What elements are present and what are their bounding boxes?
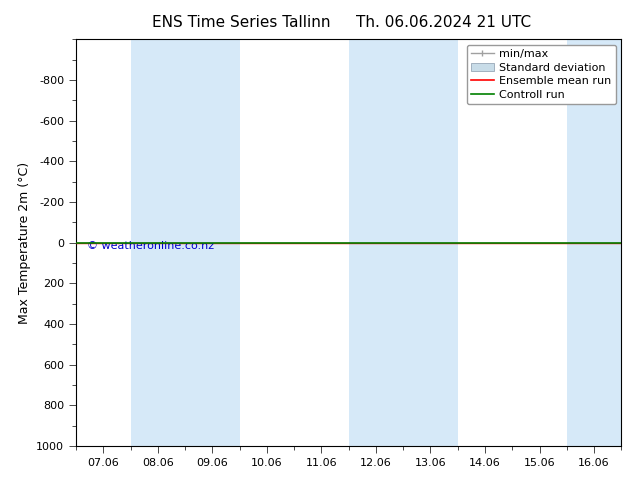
Text: Th. 06.06.2024 21 UTC: Th. 06.06.2024 21 UTC [356, 15, 531, 30]
Bar [131, 39, 240, 446]
Bar [349, 39, 458, 446]
Text: © weatheronline.co.nz: © weatheronline.co.nz [87, 241, 214, 250]
Bar [567, 39, 621, 446]
Text: ENS Time Series Tallinn: ENS Time Series Tallinn [152, 15, 330, 30]
Y-axis label: Max Temperature 2m (°C): Max Temperature 2m (°C) [18, 162, 30, 323]
Legend: min/max, Standard deviation, Ensemble mean run, Controll run: min/max, Standard deviation, Ensemble me… [467, 45, 616, 104]
